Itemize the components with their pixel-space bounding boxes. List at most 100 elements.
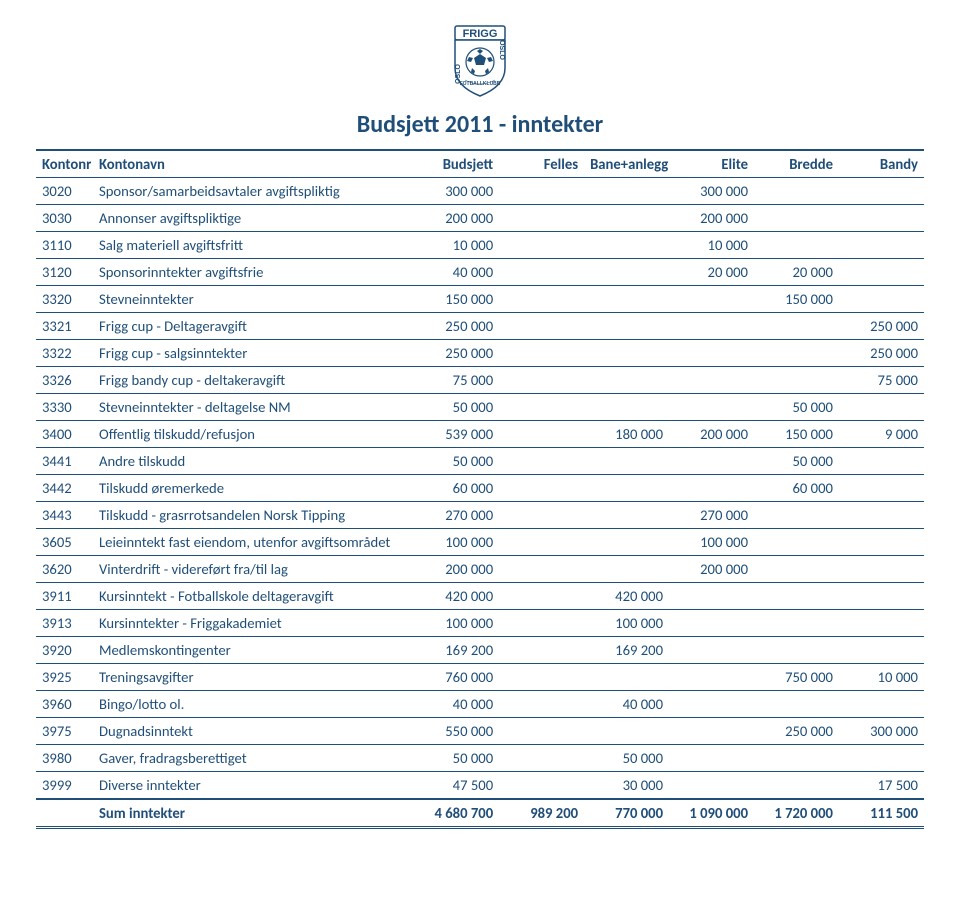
cell-bredde: 150 000 — [754, 286, 839, 313]
cell-felles — [499, 502, 584, 529]
cell-bredde: 250 000 — [754, 718, 839, 745]
cell-bandy — [839, 529, 924, 556]
cell-bane — [584, 367, 669, 394]
logo-side-right: OSLO — [498, 40, 505, 60]
table-row: 3330Stevneinntekter - deltagelse NM50 00… — [36, 394, 924, 421]
cell-bredde — [754, 178, 839, 205]
cell-budsjett: 4 680 700 — [414, 799, 499, 828]
cell-elite — [669, 637, 754, 664]
cell-felles — [499, 340, 584, 367]
cell-bane — [584, 529, 669, 556]
cell-kontonr: 3330 — [36, 394, 93, 421]
table-row: 3975Dugnadsinntekt550 000250 000300 000 — [36, 718, 924, 745]
cell-felles — [499, 448, 584, 475]
cell-felles — [499, 421, 584, 448]
cell-budsjett: 200 000 — [414, 205, 499, 232]
cell-kontonr: 3442 — [36, 475, 93, 502]
cell-kontonr: 3620 — [36, 556, 93, 583]
cell-elite: 100 000 — [669, 529, 754, 556]
cell-elite: 270 000 — [669, 502, 754, 529]
cell-elite: 200 000 — [669, 205, 754, 232]
budget-table: Kontonr Kontonavn Budsjett Felles Bane+a… — [36, 149, 924, 829]
col-bane: Bane+anlegg — [584, 150, 669, 178]
cell-bandy — [839, 583, 924, 610]
cell-elite — [669, 367, 754, 394]
table-row: 3605Leieinntekt fast eiendom, utenfor av… — [36, 529, 924, 556]
cell-felles — [499, 232, 584, 259]
cell-kontonr: 3925 — [36, 664, 93, 691]
table-row: 3925Treningsavgifter760 000750 00010 000 — [36, 664, 924, 691]
cell-kontonavn: Medlemskontingenter — [93, 637, 414, 664]
cell-felles — [499, 637, 584, 664]
cell-bane: 169 200 — [584, 637, 669, 664]
cell-bane — [584, 340, 669, 367]
cell-kontonavn: Gaver, fradragsberettiget — [93, 745, 414, 772]
table-row: 3999Diverse inntekter47 50030 00017 500 — [36, 772, 924, 800]
cell-budsjett: 47 500 — [414, 772, 499, 800]
col-kontonr: Kontonr — [36, 150, 93, 178]
cell-bredde: 750 000 — [754, 664, 839, 691]
logo-container: FRIGG OSLO OSLO FOTBALLKLUBB — [36, 24, 924, 102]
cell-budsjett: 10 000 — [414, 232, 499, 259]
cell-bredde — [754, 610, 839, 637]
cell-kontonavn: Sum inntekter — [93, 799, 414, 828]
cell-kontonavn: Frigg bandy cup - deltakeravgift — [93, 367, 414, 394]
cell-bandy — [839, 178, 924, 205]
table-row: 3442Tilskudd øremerkede60 00060 000 — [36, 475, 924, 502]
cell-budsjett: 760 000 — [414, 664, 499, 691]
table-row: 3321Frigg cup - Deltageravgift250 000250… — [36, 313, 924, 340]
page-title: Budsjett 2011 - inntekter — [36, 110, 924, 139]
cell-kontonr: 3326 — [36, 367, 93, 394]
cell-kontonr: 3321 — [36, 313, 93, 340]
table-header: Kontonr Kontonavn Budsjett Felles Bane+a… — [36, 150, 924, 178]
cell-felles — [499, 772, 584, 800]
table-row: 3920Medlemskontingenter169 200169 200 — [36, 637, 924, 664]
cell-kontonavn: Tilskudd øremerkede — [93, 475, 414, 502]
cell-kontonavn: Stevneinntekter — [93, 286, 414, 313]
cell-felles — [499, 664, 584, 691]
table-row: 3620Vinterdrift - videreført fra/til lag… — [36, 556, 924, 583]
cell-bandy — [839, 475, 924, 502]
cell-bandy: 250 000 — [839, 313, 924, 340]
col-bandy: Bandy — [839, 150, 924, 178]
table-row: 3120Sponsorinntekter avgiftsfrie40 00020… — [36, 259, 924, 286]
cell-bane: 100 000 — [584, 610, 669, 637]
table-row: 3326Frigg bandy cup - deltakeravgift75 0… — [36, 367, 924, 394]
cell-felles — [499, 691, 584, 718]
cell-kontonr: 3030 — [36, 205, 93, 232]
cell-bandy — [839, 286, 924, 313]
cell-budsjett: 50 000 — [414, 745, 499, 772]
cell-felles: 989 200 — [499, 799, 584, 828]
cell-budsjett: 169 200 — [414, 637, 499, 664]
cell-elite: 200 000 — [669, 421, 754, 448]
cell-bredde — [754, 556, 839, 583]
cell-felles — [499, 367, 584, 394]
cell-kontonavn: Salg materiell avgiftsfritt — [93, 232, 414, 259]
table-row: 3020Sponsor/samarbeidsavtaler avgiftspli… — [36, 178, 924, 205]
cell-bredde — [754, 772, 839, 800]
cell-bandy: 250 000 — [839, 340, 924, 367]
cell-kontonavn: Offentlig tilskudd/refusjon — [93, 421, 414, 448]
cell-budsjett: 420 000 — [414, 583, 499, 610]
cell-bane: 420 000 — [584, 583, 669, 610]
cell-bane: 40 000 — [584, 691, 669, 718]
cell-kontonavn: Treningsavgifter — [93, 664, 414, 691]
col-felles: Felles — [499, 150, 584, 178]
cell-budsjett: 250 000 — [414, 340, 499, 367]
cell-kontonavn: Frigg cup - Deltageravgift — [93, 313, 414, 340]
cell-elite: 300 000 — [669, 178, 754, 205]
cell-bandy — [839, 745, 924, 772]
cell-bredde: 1 720 000 — [754, 799, 839, 828]
cell-kontonavn: Dugnadsinntekt — [93, 718, 414, 745]
cell-elite — [669, 313, 754, 340]
cell-kontonr: 3120 — [36, 259, 93, 286]
col-elite: Elite — [669, 150, 754, 178]
cell-bane — [584, 718, 669, 745]
cell-felles — [499, 718, 584, 745]
cell-budsjett: 550 000 — [414, 718, 499, 745]
cell-budsjett: 150 000 — [414, 286, 499, 313]
table-body: 3020Sponsor/samarbeidsavtaler avgiftspli… — [36, 178, 924, 828]
cell-budsjett: 50 000 — [414, 394, 499, 421]
cell-bandy — [839, 691, 924, 718]
cell-bandy: 111 500 — [839, 799, 924, 828]
